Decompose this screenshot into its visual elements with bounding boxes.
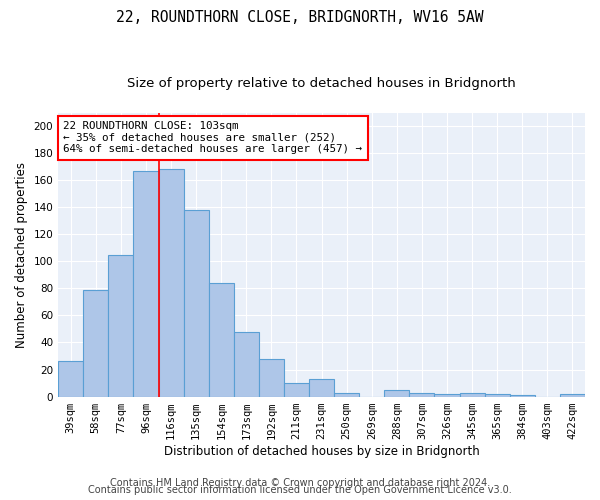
- Bar: [209, 283, 234, 397]
- Bar: [284, 383, 309, 396]
- Bar: [460, 392, 485, 396]
- Bar: [309, 379, 334, 396]
- Bar: [158, 170, 184, 396]
- Bar: [133, 170, 158, 396]
- Bar: [434, 394, 460, 396]
- Bar: [234, 332, 259, 396]
- Bar: [385, 390, 409, 396]
- Bar: [184, 210, 209, 396]
- Bar: [109, 254, 133, 396]
- Text: Contains public sector information licensed under the Open Government Licence v3: Contains public sector information licen…: [88, 485, 512, 495]
- Text: 22, ROUNDTHORN CLOSE, BRIDGNORTH, WV16 5AW: 22, ROUNDTHORN CLOSE, BRIDGNORTH, WV16 5…: [116, 10, 484, 25]
- Bar: [259, 358, 284, 397]
- Bar: [510, 395, 535, 396]
- X-axis label: Distribution of detached houses by size in Bridgnorth: Distribution of detached houses by size …: [164, 444, 479, 458]
- Text: Contains HM Land Registry data © Crown copyright and database right 2024.: Contains HM Land Registry data © Crown c…: [110, 478, 490, 488]
- Bar: [409, 392, 434, 396]
- Title: Size of property relative to detached houses in Bridgnorth: Size of property relative to detached ho…: [127, 78, 516, 90]
- Bar: [560, 394, 585, 396]
- Bar: [485, 394, 510, 396]
- Y-axis label: Number of detached properties: Number of detached properties: [15, 162, 28, 348]
- Bar: [83, 290, 109, 397]
- Bar: [334, 392, 359, 396]
- Bar: [58, 362, 83, 396]
- Text: 22 ROUNDTHORN CLOSE: 103sqm
← 35% of detached houses are smaller (252)
64% of se: 22 ROUNDTHORN CLOSE: 103sqm ← 35% of det…: [64, 121, 362, 154]
